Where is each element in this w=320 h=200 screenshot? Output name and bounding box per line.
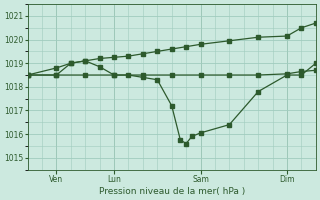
X-axis label: Pression niveau de la mer( hPa ): Pression niveau de la mer( hPa ) (99, 187, 245, 196)
